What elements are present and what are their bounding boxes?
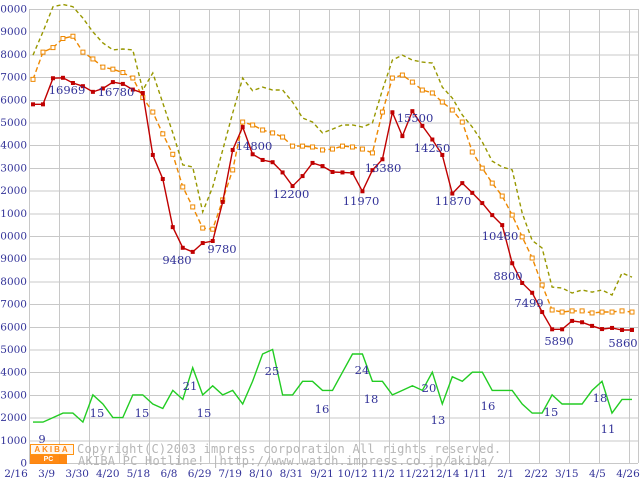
svg-text:4/26: 4/26 <box>616 468 640 480</box>
site-url-text: AKIBA PC Hotline! |http://www.watch.impr… <box>78 454 495 468</box>
svg-text:14800: 14800 <box>236 139 273 153</box>
svg-text:3/15: 3/15 <box>555 468 579 480</box>
svg-text:15000: 15000 <box>0 117 27 129</box>
svg-text:12000: 12000 <box>0 185 27 197</box>
svg-text:5860: 5860 <box>608 336 637 350</box>
svg-text:10/12: 10/12 <box>337 468 367 480</box>
svg-text:13: 13 <box>431 413 446 427</box>
svg-text:15500: 15500 <box>397 111 434 125</box>
gridlines <box>29 9 639 464</box>
svg-text:9480: 9480 <box>162 253 191 267</box>
akiba-pc-hotline-logo: AKIBA PC Hotline! <box>30 444 74 472</box>
svg-text:20000: 20000 <box>0 4 27 16</box>
series-lowest-price <box>31 75 634 332</box>
svg-text:2000: 2000 <box>0 412 27 424</box>
svg-text:16000: 16000 <box>0 94 27 106</box>
svg-text:9: 9 <box>38 432 45 446</box>
svg-text:1/11: 1/11 <box>463 468 487 480</box>
svg-text:14250: 14250 <box>414 141 451 155</box>
svg-text:8000: 8000 <box>0 276 27 288</box>
svg-text:2/1: 2/1 <box>497 468 514 480</box>
svg-text:7499: 7499 <box>514 296 543 310</box>
svg-text:11/2: 11/2 <box>371 468 395 480</box>
svg-text:16780: 16780 <box>98 85 135 99</box>
svg-text:12200: 12200 <box>273 187 310 201</box>
svg-text:11870: 11870 <box>435 194 472 208</box>
svg-text:2/16: 2/16 <box>4 468 28 480</box>
svg-text:16: 16 <box>481 399 496 413</box>
svg-text:3000: 3000 <box>0 389 27 401</box>
svg-text:6/29: 6/29 <box>188 468 212 480</box>
svg-text:16: 16 <box>315 402 330 416</box>
svg-text:9000: 9000 <box>0 253 27 265</box>
svg-text:7000: 7000 <box>0 299 27 311</box>
svg-text:13000: 13000 <box>0 162 27 174</box>
svg-text:15: 15 <box>544 405 559 419</box>
svg-text:2/22: 2/22 <box>524 468 548 480</box>
logo-akiba-text: AKIBA <box>30 444 74 455</box>
svg-text:6/8: 6/8 <box>161 468 178 480</box>
svg-text:10000: 10000 <box>0 231 27 243</box>
y-axis-labels: 0 1000 2000 3000 4000 5000 6000 7000 8000 9000 100… <box>0 4 27 470</box>
svg-text:10480: 10480 <box>482 229 519 243</box>
svg-text:11/22: 11/22 <box>399 468 429 480</box>
svg-text:7/19: 7/19 <box>218 468 242 480</box>
svg-text:18000: 18000 <box>0 49 27 61</box>
svg-text:8/10: 8/10 <box>249 468 273 480</box>
svg-text:8/31: 8/31 <box>280 468 304 480</box>
x-axis-labels: 2/16 3/9 3/30 4/20 5/18 6/8 6/29 7/19 8/10 8/31 9/… <box>4 468 640 480</box>
svg-text:3/9: 3/9 <box>38 468 55 480</box>
logo-pc-hotline-text: PC Hotline! <box>30 455 67 472</box>
svg-text:21: 21 <box>183 379 198 393</box>
svg-text:16969: 16969 <box>49 83 86 97</box>
svg-text:19000: 19000 <box>0 26 27 38</box>
copyright-text: Copyright(C)2003 impress corporation All… <box>77 442 502 456</box>
svg-text:0: 0 <box>20 458 27 470</box>
svg-text:4000: 4000 <box>0 367 27 379</box>
series-shop-count <box>33 348 632 424</box>
svg-text:4/5: 4/5 <box>589 468 606 480</box>
svg-text:6000: 6000 <box>0 321 27 333</box>
svg-text:4/20: 4/20 <box>96 468 120 480</box>
svg-text:15: 15 <box>135 406 150 420</box>
svg-text:5890: 5890 <box>544 334 573 348</box>
series-average-price <box>30 33 635 316</box>
svg-text:20: 20 <box>422 381 437 395</box>
svg-text:25: 25 <box>265 364 280 378</box>
svg-text:11000: 11000 <box>0 208 27 220</box>
svg-text:15: 15 <box>197 406 212 420</box>
svg-text:15: 15 <box>90 406 105 420</box>
svg-text:5000: 5000 <box>0 344 27 356</box>
svg-text:18: 18 <box>593 391 608 405</box>
svg-text:24: 24 <box>355 363 370 377</box>
svg-text:14000: 14000 <box>0 140 27 152</box>
svg-text:9/21: 9/21 <box>310 468 334 480</box>
svg-text:18: 18 <box>364 392 379 406</box>
svg-text:9780: 9780 <box>207 242 236 256</box>
series-highest-price <box>32 3 633 296</box>
svg-text:8800: 8800 <box>493 269 522 283</box>
svg-text:11: 11 <box>601 422 616 436</box>
svg-text:13380: 13380 <box>365 161 402 175</box>
svg-text:12/14: 12/14 <box>429 468 460 480</box>
svg-text:3/30: 3/30 <box>65 468 89 480</box>
point-labels: 16969 16780 9480 9780 14800 12200 11970 13380 15… <box>38 83 637 446</box>
svg-text:11970: 11970 <box>343 194 380 208</box>
svg-text:1000: 1000 <box>0 435 27 447</box>
svg-text:17000: 17000 <box>0 72 27 84</box>
svg-text:5/18: 5/18 <box>127 468 151 480</box>
